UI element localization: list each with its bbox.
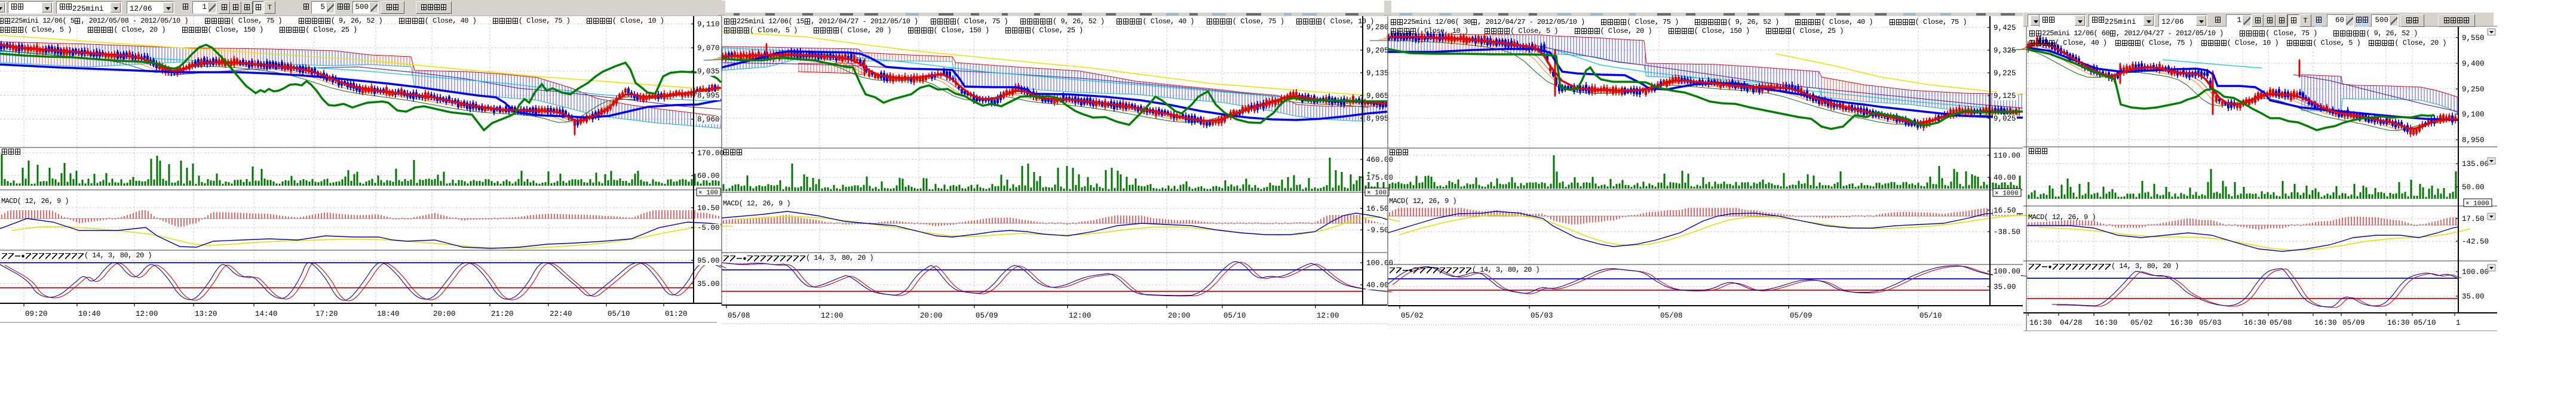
svg-text:05/10: 05/10: [2414, 319, 2436, 327]
svg-text:110.00: 110.00: [1994, 152, 2020, 160]
svg-text:13:20: 13:20: [195, 310, 217, 318]
svg-text:9,100: 9,100: [2462, 110, 2485, 119]
svg-text:16:30: 16:30: [2387, 319, 2410, 327]
svg-text:9,280: 9,280: [1366, 23, 1389, 32]
svg-text:05/03: 05/03: [1531, 312, 1553, 320]
svg-text:40.00: 40.00: [1366, 281, 1389, 290]
svg-text:8,950: 8,950: [2462, 136, 2485, 144]
svg-text:05/09: 05/09: [2342, 319, 2365, 327]
svg-text:16:30: 16:30: [2170, 319, 2193, 327]
svg-text:16.50: 16.50: [1366, 205, 1389, 213]
svg-text:9,135: 9,135: [1366, 69, 1389, 78]
svg-text:170.00: 170.00: [697, 149, 724, 158]
svg-text:09:20: 09:20: [25, 310, 48, 318]
svg-text:175.00: 175.00: [1366, 174, 1393, 182]
svg-text:05/09: 05/09: [1790, 312, 1813, 320]
svg-text:8,960: 8,960: [697, 116, 720, 124]
svg-text:05/10: 05/10: [608, 310, 630, 318]
svg-text:05/02: 05/02: [2130, 319, 2153, 327]
svg-text:16:30: 16:30: [2095, 319, 2118, 327]
svg-text:-9.50: -9.50: [1366, 226, 1389, 235]
svg-text:10:40: 10:40: [78, 310, 101, 318]
svg-text:9,550: 9,550: [2462, 34, 2485, 42]
svg-text:-5.00: -5.00: [697, 224, 720, 232]
svg-text:12:00: 12:00: [136, 310, 158, 318]
svg-text:05/08: 05/08: [1660, 312, 1683, 320]
svg-text:20:00: 20:00: [433, 310, 456, 318]
svg-text:22:40: 22:40: [550, 310, 572, 318]
svg-text:9,025: 9,025: [1994, 115, 2016, 123]
svg-text:10.50: 10.50: [697, 204, 720, 213]
svg-text:12:00: 12:00: [1317, 312, 1339, 320]
svg-text:05/03: 05/03: [2199, 319, 2222, 327]
svg-text:12:00: 12:00: [821, 312, 844, 320]
svg-text:50.00: 50.00: [2462, 183, 2485, 192]
svg-text:100.00: 100.00: [1994, 267, 2020, 276]
svg-text:8,995: 8,995: [697, 92, 720, 100]
svg-text:× 1000: × 1000: [2465, 201, 2489, 208]
svg-text:9,035: 9,035: [697, 67, 720, 76]
svg-text:35.00: 35.00: [697, 280, 720, 288]
svg-text:35.00: 35.00: [1994, 283, 2016, 291]
svg-text:14:40: 14:40: [255, 310, 278, 318]
svg-text:9,125: 9,125: [1994, 92, 2016, 100]
svg-text:05/08: 05/08: [2270, 319, 2292, 327]
svg-text:04/28: 04/28: [2060, 319, 2083, 327]
svg-text:16:30: 16:30: [2244, 319, 2267, 327]
svg-text:95.00: 95.00: [697, 257, 720, 265]
svg-text:21:20: 21:20: [491, 310, 514, 318]
svg-text:05/09: 05/09: [976, 312, 998, 320]
svg-text:17.50: 17.50: [2462, 215, 2485, 223]
svg-text:-42.50: -42.50: [2462, 238, 2489, 246]
svg-text:× 1000: × 1000: [1995, 190, 2019, 198]
svg-text:20:00: 20:00: [920, 312, 943, 320]
svg-text:8,995: 8,995: [1366, 115, 1389, 123]
svg-text:05/08: 05/08: [728, 312, 750, 320]
svg-text:16:30: 16:30: [2314, 319, 2337, 327]
svg-text:60.00: 60.00: [697, 172, 720, 180]
svg-text:9,225: 9,225: [1994, 69, 2016, 78]
svg-text:× 100: × 100: [698, 190, 718, 197]
svg-text:16.50: 16.50: [1994, 207, 2016, 215]
svg-text:9,425: 9,425: [1994, 24, 2016, 32]
svg-text:100.00: 100.00: [2462, 268, 2489, 276]
svg-text:9,065: 9,065: [1366, 92, 1389, 100]
svg-text:1: 1: [2456, 319, 2461, 327]
svg-text:9,110: 9,110: [697, 20, 720, 29]
svg-text:9,205: 9,205: [1366, 47, 1389, 55]
svg-text:01:20: 01:20: [665, 310, 688, 318]
svg-text:18:40: 18:40: [377, 310, 400, 318]
svg-text:05/10: 05/10: [1223, 312, 1246, 320]
svg-text:16:30: 16:30: [2029, 319, 2052, 327]
svg-text:35.00: 35.00: [2462, 293, 2485, 301]
svg-text:9,070: 9,070: [697, 44, 720, 53]
svg-text:9,250: 9,250: [2462, 85, 2485, 94]
svg-text:460.00: 460.00: [1366, 156, 1393, 164]
svg-text:× 100: × 100: [1367, 190, 1387, 197]
svg-text:9,325: 9,325: [1994, 47, 2016, 55]
svg-text:12:00: 12:00: [1069, 312, 1091, 320]
svg-text:40.00: 40.00: [1994, 174, 2016, 182]
svg-text:100.00: 100.00: [1366, 259, 1393, 267]
svg-text:05/10: 05/10: [1919, 312, 1942, 320]
svg-text:20:00: 20:00: [1168, 312, 1191, 320]
svg-text:-38.50: -38.50: [1994, 228, 2020, 236]
svg-text:135.00: 135.00: [2462, 160, 2489, 168]
svg-text:17:20: 17:20: [315, 310, 338, 318]
svg-text:05/02: 05/02: [1401, 312, 1424, 320]
svg-text:9,400: 9,400: [2462, 60, 2485, 68]
